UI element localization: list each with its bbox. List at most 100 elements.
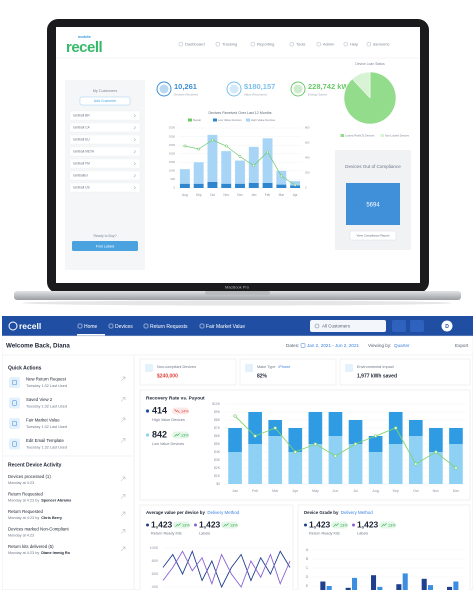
chart-title: Device Loan Status: [355, 62, 385, 66]
kpi-card: [339, 358, 471, 386]
customer-row[interactable]: [69, 134, 141, 145]
change-badge: [173, 521, 190, 529]
avatar[interactable]: [441, 320, 453, 332]
y-tick-label: $2K: [214, 466, 221, 470]
nav-item[interactable]: Dashboard: [185, 42, 205, 47]
nav-item[interactable]: Admin: [323, 42, 334, 47]
pie-slice: [351, 71, 371, 99]
export[interactable]: Export: [455, 343, 469, 348]
action-icon[interactable]: [9, 397, 20, 409]
stat-icon-inner: [229, 84, 239, 94]
bar-segment: [268, 436, 283, 484]
nav-item[interactable]: Home: [84, 324, 98, 330]
nav-item[interactable]: Reporting: [257, 42, 274, 47]
action-title[interactable]: Fair Market Value: [26, 418, 60, 423]
panel-filter[interactable]: Delivery Method: [341, 510, 373, 515]
customer-row[interactable]: [69, 146, 141, 157]
customer-row[interactable]: [69, 110, 141, 121]
nav-item[interactable]: Devices: [115, 324, 133, 330]
y-tick-label: 800: [305, 126, 310, 130]
bar: [320, 581, 326, 590]
viewing[interactable]: Quarter: [394, 343, 410, 348]
y-tick-label: 2500: [169, 143, 176, 147]
line-point: [266, 150, 269, 154]
arrow-icon: [120, 511, 126, 517]
compliance-value: 5694: [366, 203, 380, 209]
legend-label: High Value Devices: [251, 118, 276, 122]
nav-item[interactable]: Tracking: [222, 42, 237, 47]
search-box[interactable]: [310, 320, 386, 332]
stat-icon: [226, 81, 242, 97]
bar-segment: [408, 420, 423, 436]
stat-value: 228,742 kWh: [308, 82, 353, 91]
customer-row[interactable]: [69, 122, 141, 133]
nav-icon: [316, 42, 321, 47]
nav-item[interactable]: Return Requests: [150, 324, 188, 330]
change-badge: [172, 407, 189, 415]
action-icon[interactable]: [9, 418, 20, 429]
y-tick-label: $4K: [214, 450, 221, 454]
nav-item[interactable]: Help: [350, 42, 359, 47]
x-tick-label: Dec: [237, 193, 243, 197]
bar: [371, 575, 377, 590]
action-icon-inner: [12, 420, 17, 427]
y-tick-label: 500: [170, 177, 175, 181]
action-icon[interactable]: [9, 438, 20, 450]
kpi-label: Environmental Impact: [357, 365, 395, 369]
kpi-filter[interactable]: iPhone: [279, 365, 291, 369]
add-customer-button[interactable]: [79, 96, 131, 106]
action-title[interactable]: New Return Request: [26, 377, 67, 382]
line-point: [454, 466, 458, 470]
action-title[interactable]: Saved View 2: [26, 397, 53, 402]
bar-segment: [449, 428, 463, 444]
settings-button[interactable]: [392, 320, 406, 332]
x-tick-label: Feb: [265, 193, 271, 197]
bar-segment: [221, 183, 232, 188]
compliance-button[interactable]: [349, 230, 397, 241]
change-badge: [221, 521, 238, 529]
customer-row[interactable]: [69, 170, 141, 181]
change-badge: [379, 521, 396, 529]
y-tick-label: 1000: [150, 546, 158, 550]
dates[interactable]: Jan 2, 2021 - Jun 2, 2021: [307, 343, 360, 348]
panel-title: My Customers: [93, 89, 118, 93]
line-point: [253, 434, 257, 438]
action-title[interactable]: Edit Email Template: [26, 438, 65, 443]
notifications-button[interactable]: [410, 320, 424, 332]
bar-segment: [262, 182, 273, 188]
y-tick-label: C: [306, 566, 309, 570]
legend-label: Locked iPad/iOS Devices: [345, 133, 375, 137]
nav-item[interactable]: Fair Market Value: [206, 324, 245, 330]
logo-mark: [8, 321, 18, 331]
y-tick-label: $10K: [212, 402, 221, 406]
arrow-icon: [120, 376, 126, 382]
x-tick-label: Mar: [272, 489, 279, 493]
legend-label: Non-Locked Devices: [385, 133, 410, 137]
action-icon[interactable]: [9, 377, 20, 388]
nav-item[interactable]: Tools: [296, 42, 305, 47]
y-tick-label: $6K: [214, 434, 221, 438]
x-tick-label: Jan: [232, 489, 238, 493]
customer-row[interactable]: [69, 158, 141, 169]
bar: [345, 587, 351, 590]
dates-label: Dates:: [286, 343, 299, 348]
nav-icon: [108, 323, 114, 329]
arrow-icon: [120, 438, 126, 443]
laptop-base: [14, 291, 461, 300]
nav-item[interactable]: damonric: [373, 42, 389, 47]
bar-segment: [290, 181, 301, 186]
change-label: 13%: [181, 433, 189, 437]
y-tick-label: 600: [305, 141, 310, 145]
stat-value: 10,261: [174, 82, 197, 91]
legend-swatch: [188, 118, 192, 122]
bar: [428, 585, 434, 590]
chevron: [133, 162, 136, 166]
find-labels-button[interactable]: [72, 241, 138, 251]
bar: [326, 586, 332, 590]
stat-value: 414: [152, 405, 167, 415]
y-tick-label: $3K: [214, 458, 221, 462]
customer-name: lumiballtor: [73, 174, 89, 178]
panel-title: Devices Out of Compliance: [345, 164, 401, 169]
panel-filter[interactable]: Delivery Method: [207, 510, 239, 515]
customer-row[interactable]: [69, 182, 141, 193]
